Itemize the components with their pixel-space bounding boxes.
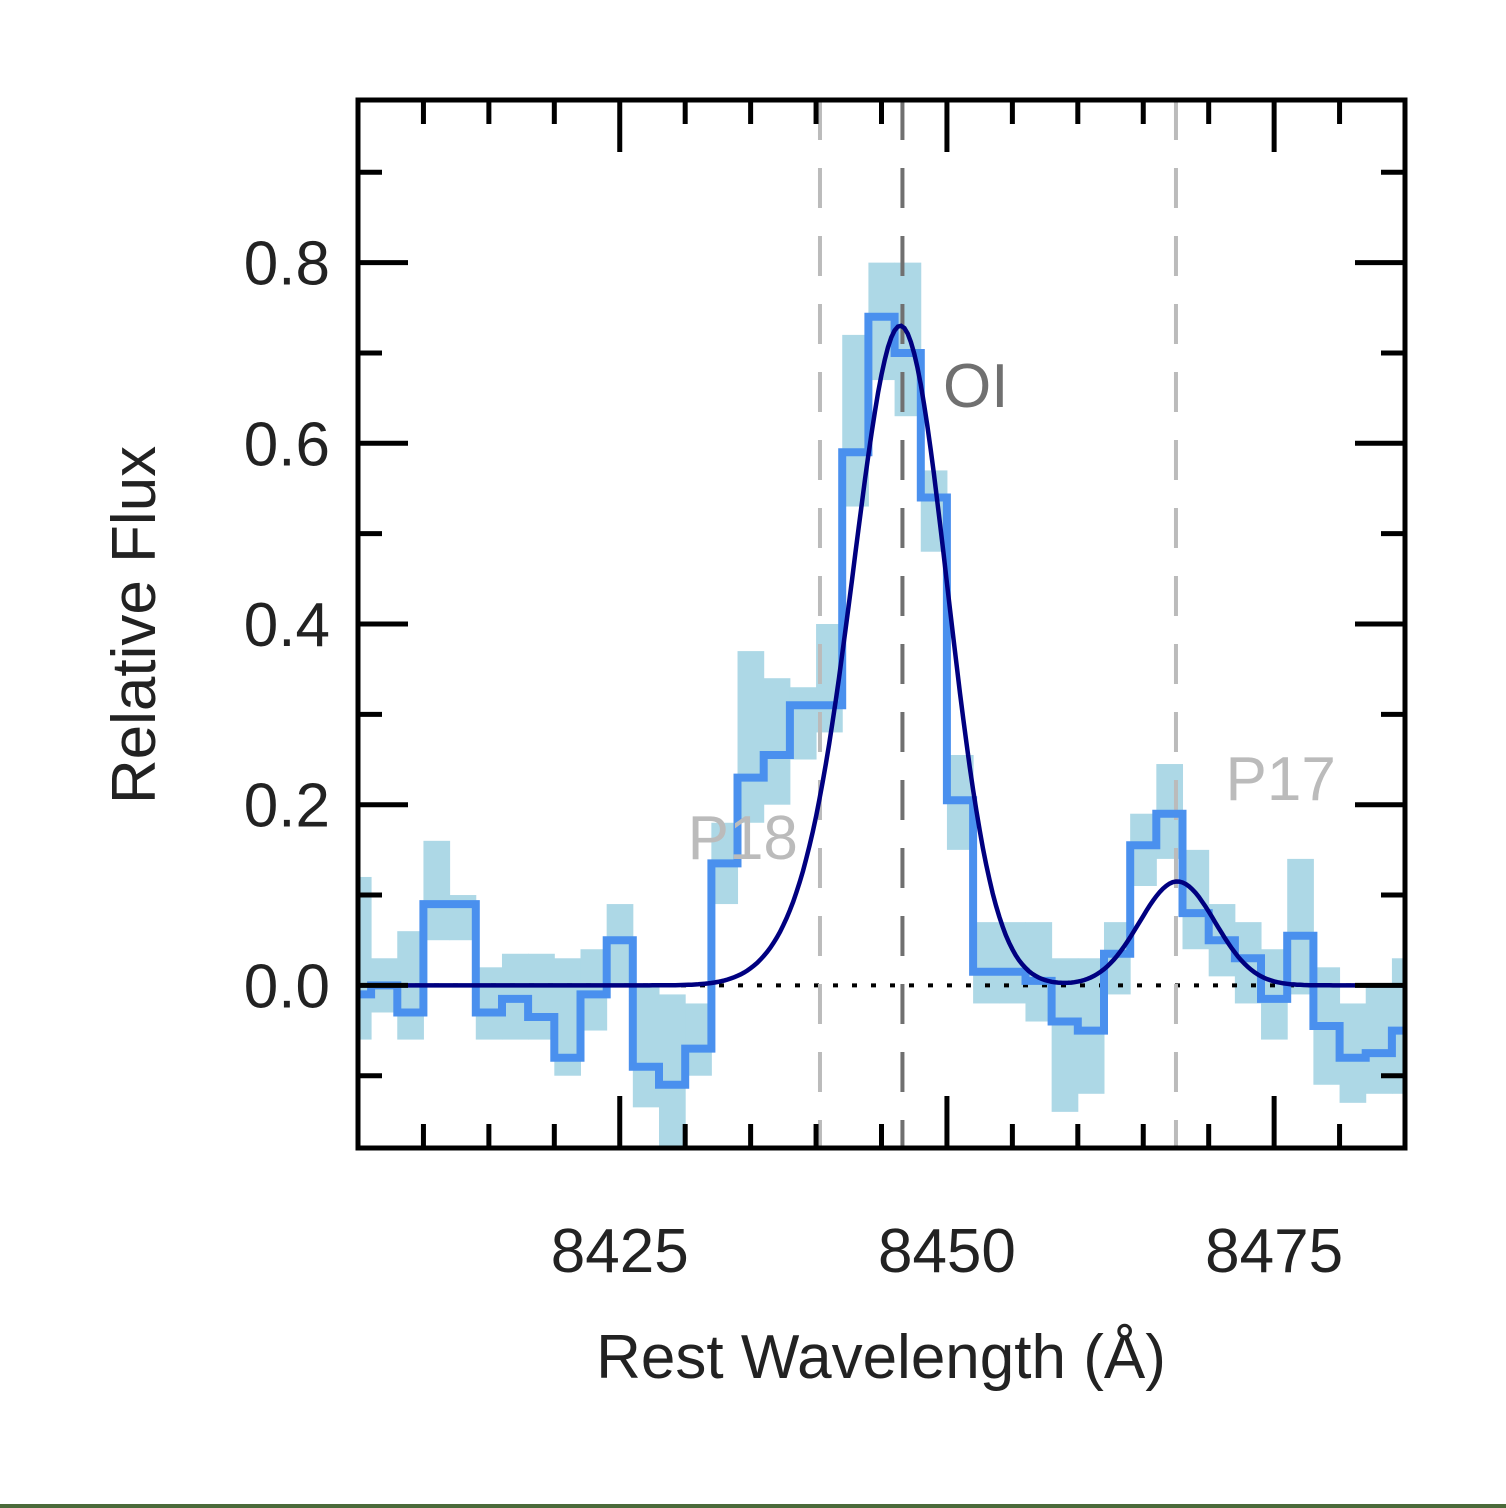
error-band-bin [789,687,817,760]
x-tick-label: 8425 [551,1217,689,1286]
annotation-p18: P18 [688,804,798,873]
y-tick-label: 0.0 [244,952,330,1021]
bottom-border [0,1504,1506,1508]
error-band-bin [358,876,372,1040]
x-tick-label: 8475 [1205,1217,1343,1286]
y-tick-label: 0.4 [244,591,330,660]
annotation-p17: P17 [1226,745,1336,814]
y-axis-title: Relative Flux [100,446,169,804]
error-band-bin [1391,958,1405,1094]
error-band-bin [632,985,660,1108]
y-tick-label: 0.2 [244,772,330,841]
y-tick-label: 0.8 [244,230,330,299]
error-band-bin [973,922,1000,1004]
x-tick-label: 8450 [878,1217,1016,1286]
y-tick-label: 0.6 [244,410,330,479]
observed-spectrum [358,312,1405,1089]
error-band-bin [737,651,765,823]
x-axis-title: Rest Wavelength (Å) [596,1323,1166,1392]
error-band-bin [423,840,451,941]
annotation-oi: OI [943,352,1008,421]
model-fit [358,323,1405,988]
